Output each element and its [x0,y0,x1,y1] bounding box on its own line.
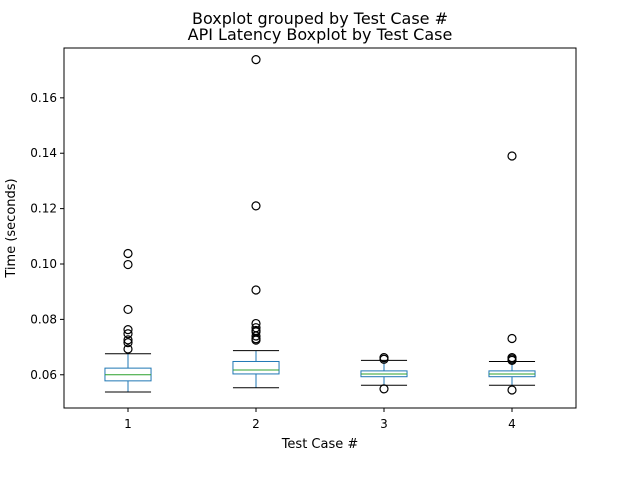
box-group-4 [488,151,536,395]
box-group-1 [104,248,152,393]
flier-point [507,385,517,395]
axes-frame [63,47,577,409]
y-axis-label: Time (seconds) [4,178,19,278]
flier-point [123,329,133,339]
box-group-3 [360,353,408,394]
flier-point [123,325,133,335]
flier-point [251,55,261,65]
flier-point [251,335,261,345]
flier-point [123,248,133,259]
flier-point [251,201,261,211]
y-tick-label: 0.14 [30,146,57,160]
flier-point [123,338,133,348]
chart-title: API Latency Boxplot by Test Case [188,25,453,44]
box-group-2 [232,55,280,389]
y-tick-label: 0.08 [30,312,57,326]
chart-suptitle: Boxplot grouped by Test Case # [192,9,448,28]
y-tick-label: 0.16 [30,91,57,105]
flier-point [123,344,133,354]
x-axis-label: Test Case # [281,437,359,452]
plot-area: 0.06 0.08 0.10 0.12 0.14 0.16 1 2 3 4 [30,47,577,431]
flier-point [123,259,133,270]
x-tick-label: 2 [252,417,260,431]
x-tick-label: 1 [124,417,132,431]
flier-point [251,285,261,295]
flier-point [507,355,517,365]
y-tick-label: 0.06 [30,368,57,382]
flier-point [507,333,517,344]
flier-point [123,335,133,345]
x-tick-label: 4 [508,417,516,431]
box [232,360,280,375]
flier-point [379,354,389,364]
flier-point [379,384,389,394]
flier-point [251,331,261,341]
x-tick-label: 3 [380,417,388,431]
flier-point [123,304,133,315]
y-tick-label: 0.12 [30,202,57,216]
flier-point [507,151,517,161]
y-tick-label: 0.10 [30,257,57,271]
